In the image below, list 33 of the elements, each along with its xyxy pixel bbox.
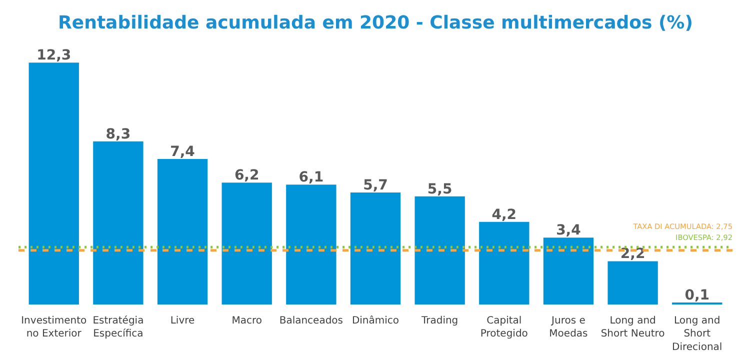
- x-tick-label: Long and Short Neutro: [600, 316, 665, 340]
- x-tick-label: Estratégia Específica: [92, 316, 144, 340]
- x-tick-label: Balanceados: [279, 316, 344, 326]
- data-label: 12,3: [36, 48, 72, 64]
- bar: [286, 184, 336, 304]
- x-tick-label: Macro: [232, 316, 262, 326]
- data-label: 4,2: [492, 206, 517, 223]
- data-label: 0,1: [684, 288, 710, 304]
- x-tick-label: Capital Protegido: [480, 316, 528, 340]
- x-tick-label: Investimento no Exterior: [21, 316, 87, 340]
- bar: [222, 182, 272, 304]
- bar: [414, 196, 465, 304]
- bar: [608, 261, 658, 304]
- chart-title: Rentabilidade acumulada em 2020 - Classe multimercados (%): [58, 12, 693, 34]
- data-label: 8,3: [106, 126, 131, 142]
- data-label: 3,4: [556, 222, 582, 239]
- x-tick-label: Livre: [170, 316, 195, 326]
- data-label: 2,2: [620, 246, 646, 262]
- data-label: 6,1: [298, 170, 324, 186]
- x-tick-label: Trading: [420, 316, 458, 326]
- data-label: 6,2: [234, 168, 260, 184]
- bar: [157, 159, 208, 304]
- bar: [479, 222, 530, 304]
- data-label: 5,5: [427, 181, 452, 198]
- data-label: 7,4: [170, 144, 196, 160]
- bar: [28, 62, 79, 304]
- bar: [543, 238, 594, 304]
- x-tick-label: Long and Short Direcional: [672, 316, 722, 353]
- bar: [93, 141, 144, 304]
- data-label: 5,7: [363, 177, 388, 194]
- x-tick-label: Juros e Moedas: [549, 316, 588, 340]
- x-tick-label: Dinâmico: [352, 316, 400, 326]
- bar: [350, 192, 401, 304]
